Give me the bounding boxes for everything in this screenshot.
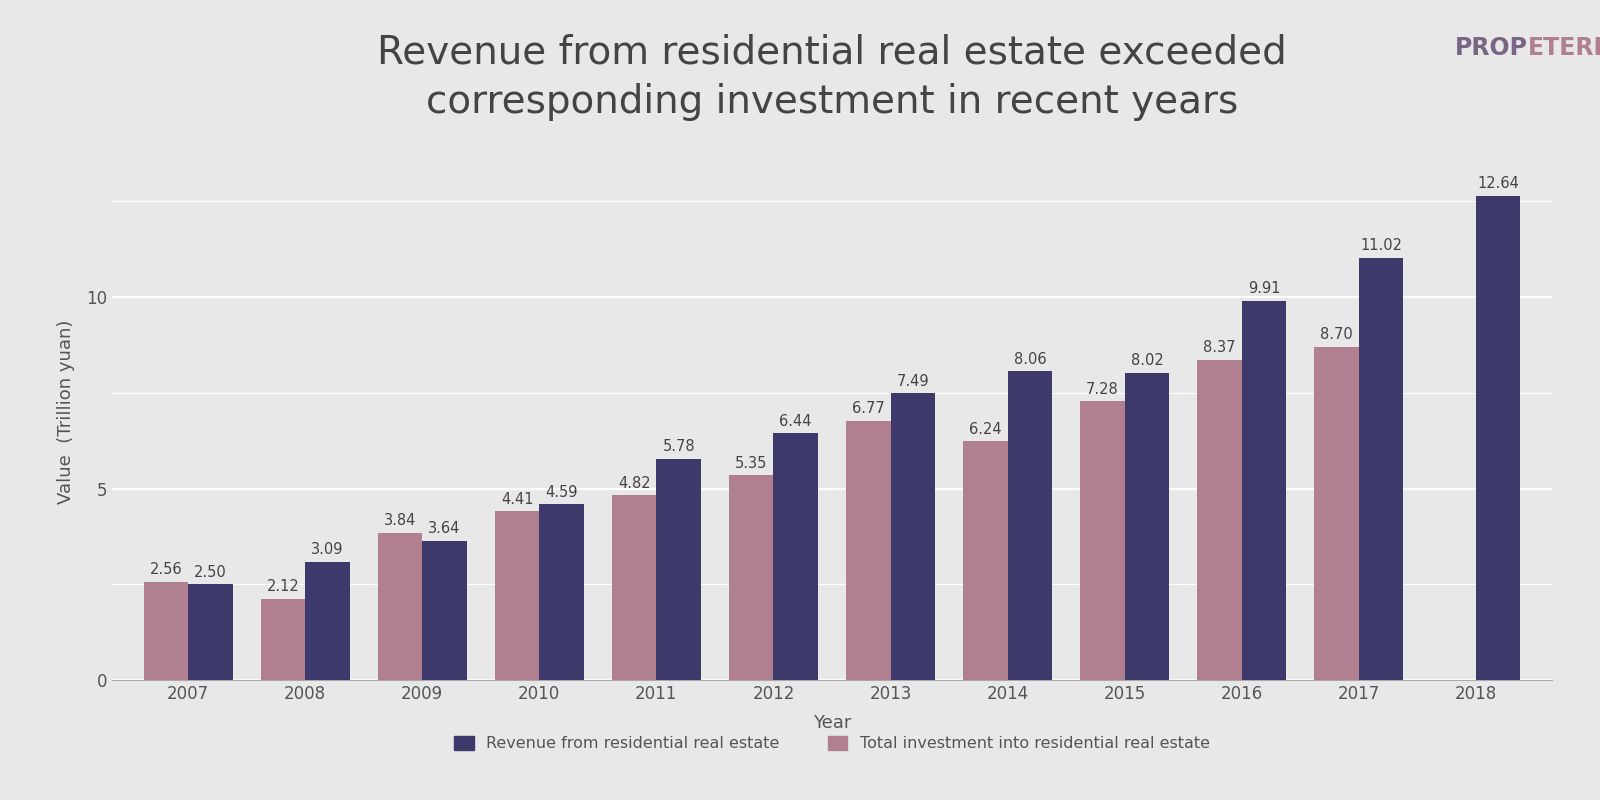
Bar	[730, 475, 773, 680]
Bar	[1314, 347, 1358, 680]
Text: 12.64: 12.64	[1477, 177, 1518, 191]
Bar	[963, 441, 1008, 680]
Bar	[261, 599, 306, 680]
Bar	[846, 421, 891, 680]
Bar	[1197, 359, 1242, 680]
Bar	[1080, 402, 1125, 680]
Bar	[1475, 196, 1520, 680]
Bar	[144, 582, 189, 680]
Text: 8.02: 8.02	[1131, 354, 1163, 368]
Text: 6.24: 6.24	[970, 422, 1002, 437]
Text: 7.28: 7.28	[1086, 382, 1118, 397]
Bar	[611, 495, 656, 680]
Text: ETERRA: ETERRA	[1528, 36, 1600, 60]
Text: PROP: PROP	[1454, 36, 1528, 60]
X-axis label: Year: Year	[813, 714, 851, 732]
Bar	[656, 458, 701, 680]
Bar	[378, 533, 422, 680]
Text: 2.12: 2.12	[267, 579, 299, 594]
Bar	[422, 541, 467, 680]
Text: 8.70: 8.70	[1320, 327, 1354, 342]
Bar	[1242, 301, 1286, 680]
Bar	[1125, 373, 1170, 680]
Legend: Revenue from residential real estate, Total investment into residential real est: Revenue from residential real estate, To…	[448, 730, 1216, 758]
Bar	[539, 504, 584, 680]
Text: 4.82: 4.82	[618, 476, 651, 491]
Title: Revenue from residential real estate exceeded
corresponding investment in recent: Revenue from residential real estate exc…	[378, 34, 1286, 122]
Text: 3.64: 3.64	[429, 521, 461, 536]
Text: 4.59: 4.59	[546, 485, 578, 500]
Y-axis label: Value  (Trillion yuan): Value (Trillion yuan)	[58, 320, 75, 504]
Bar	[494, 511, 539, 680]
Text: 9.91: 9.91	[1248, 281, 1280, 296]
Text: 8.06: 8.06	[1013, 352, 1046, 367]
Text: 2.50: 2.50	[194, 565, 227, 580]
Bar	[891, 394, 934, 680]
Text: 3.84: 3.84	[384, 514, 416, 528]
Bar	[773, 434, 818, 680]
Text: 2.56: 2.56	[149, 562, 182, 578]
Text: 6.44: 6.44	[779, 414, 811, 429]
Text: 6.77: 6.77	[851, 402, 885, 416]
Text: 11.02: 11.02	[1360, 238, 1402, 254]
Text: 5.35: 5.35	[734, 455, 768, 470]
Text: 3.09: 3.09	[310, 542, 344, 557]
Bar	[306, 562, 350, 680]
Text: 5.78: 5.78	[662, 439, 694, 454]
Text: 4.41: 4.41	[501, 491, 533, 506]
Bar	[1358, 258, 1403, 680]
Text: 7.49: 7.49	[896, 374, 930, 389]
Bar	[1008, 371, 1053, 680]
Bar	[189, 584, 232, 680]
Text: 8.37: 8.37	[1203, 340, 1235, 355]
